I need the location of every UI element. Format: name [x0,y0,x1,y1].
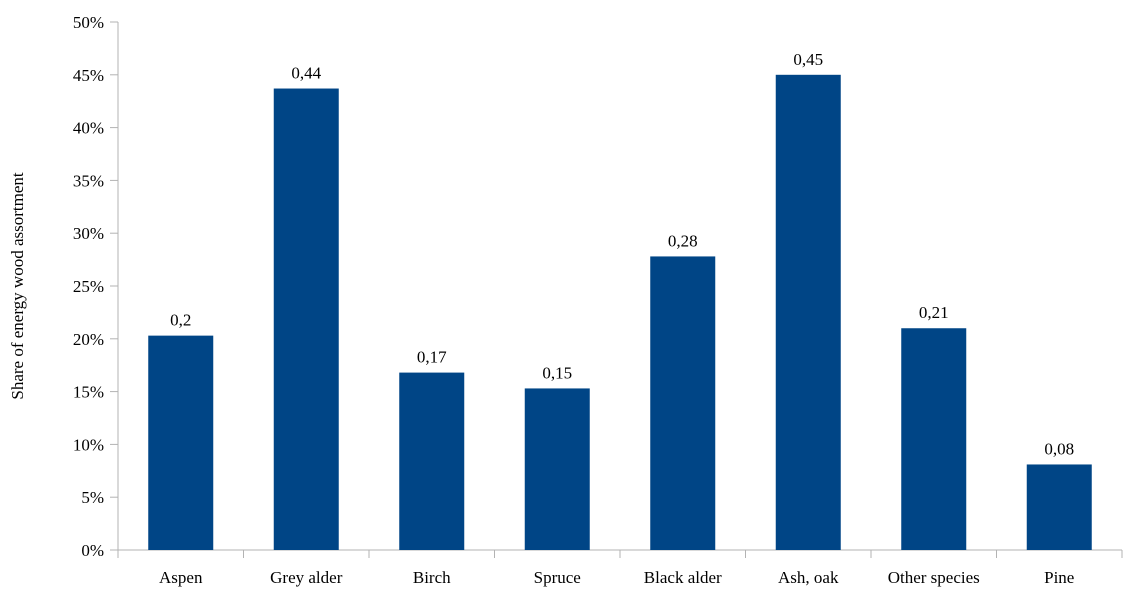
x-tick-label: Other species [888,568,980,587]
y-axis: 0% 5% 10% 15% 20% 25% 30% 35% 40% 45% 50% [73,13,119,560]
y-tick-label: 15% [73,383,104,402]
bars [148,74,1092,551]
data-label: 0,17 [417,348,447,367]
data-label: 0,44 [291,64,321,83]
x-tick-label: Aspen [159,568,203,587]
y-tick-label: 35% [73,171,104,190]
bar [399,372,465,550]
y-tick-label: 50% [73,13,104,32]
y-tick-label: 0% [81,541,104,560]
y-tick-label: 45% [73,66,104,85]
y-tick-label: 5% [81,488,104,507]
bar [1026,464,1092,550]
x-tick-label: Black alder [644,568,722,587]
x-tick-label: Spruce [534,568,581,587]
data-label: 0,21 [919,303,949,322]
x-tick-label: Ash, oak [778,568,839,587]
data-labels: 0,2 0,44 0,17 0,15 0,28 0,45 0,21 0,08 [170,50,1074,459]
x-tick-label: Grey alder [270,568,343,587]
y-tick-label: 25% [73,277,104,296]
y-axis-title: Share of energy wood assortment [8,172,27,400]
x-tick-label: Pine [1044,568,1074,587]
x-axis: Aspen Grey alder Birch Spruce Black alder Ash… [110,549,1123,587]
bar [775,74,841,551]
bar [901,328,967,550]
bar [524,388,590,550]
data-label: 0,2 [170,311,191,330]
y-tick-label: 30% [73,224,104,243]
bar [148,335,214,550]
data-label: 0,08 [1044,439,1074,458]
y-tick-label: 10% [73,435,104,454]
x-tick-label: Birch [413,568,451,587]
data-label: 0,45 [793,50,823,69]
y-tick-label: 20% [73,330,104,349]
y-tick-label: 40% [73,119,104,138]
bar [273,88,339,550]
data-label: 0,28 [668,231,698,250]
data-label: 0,15 [542,363,572,382]
bar [650,256,716,550]
